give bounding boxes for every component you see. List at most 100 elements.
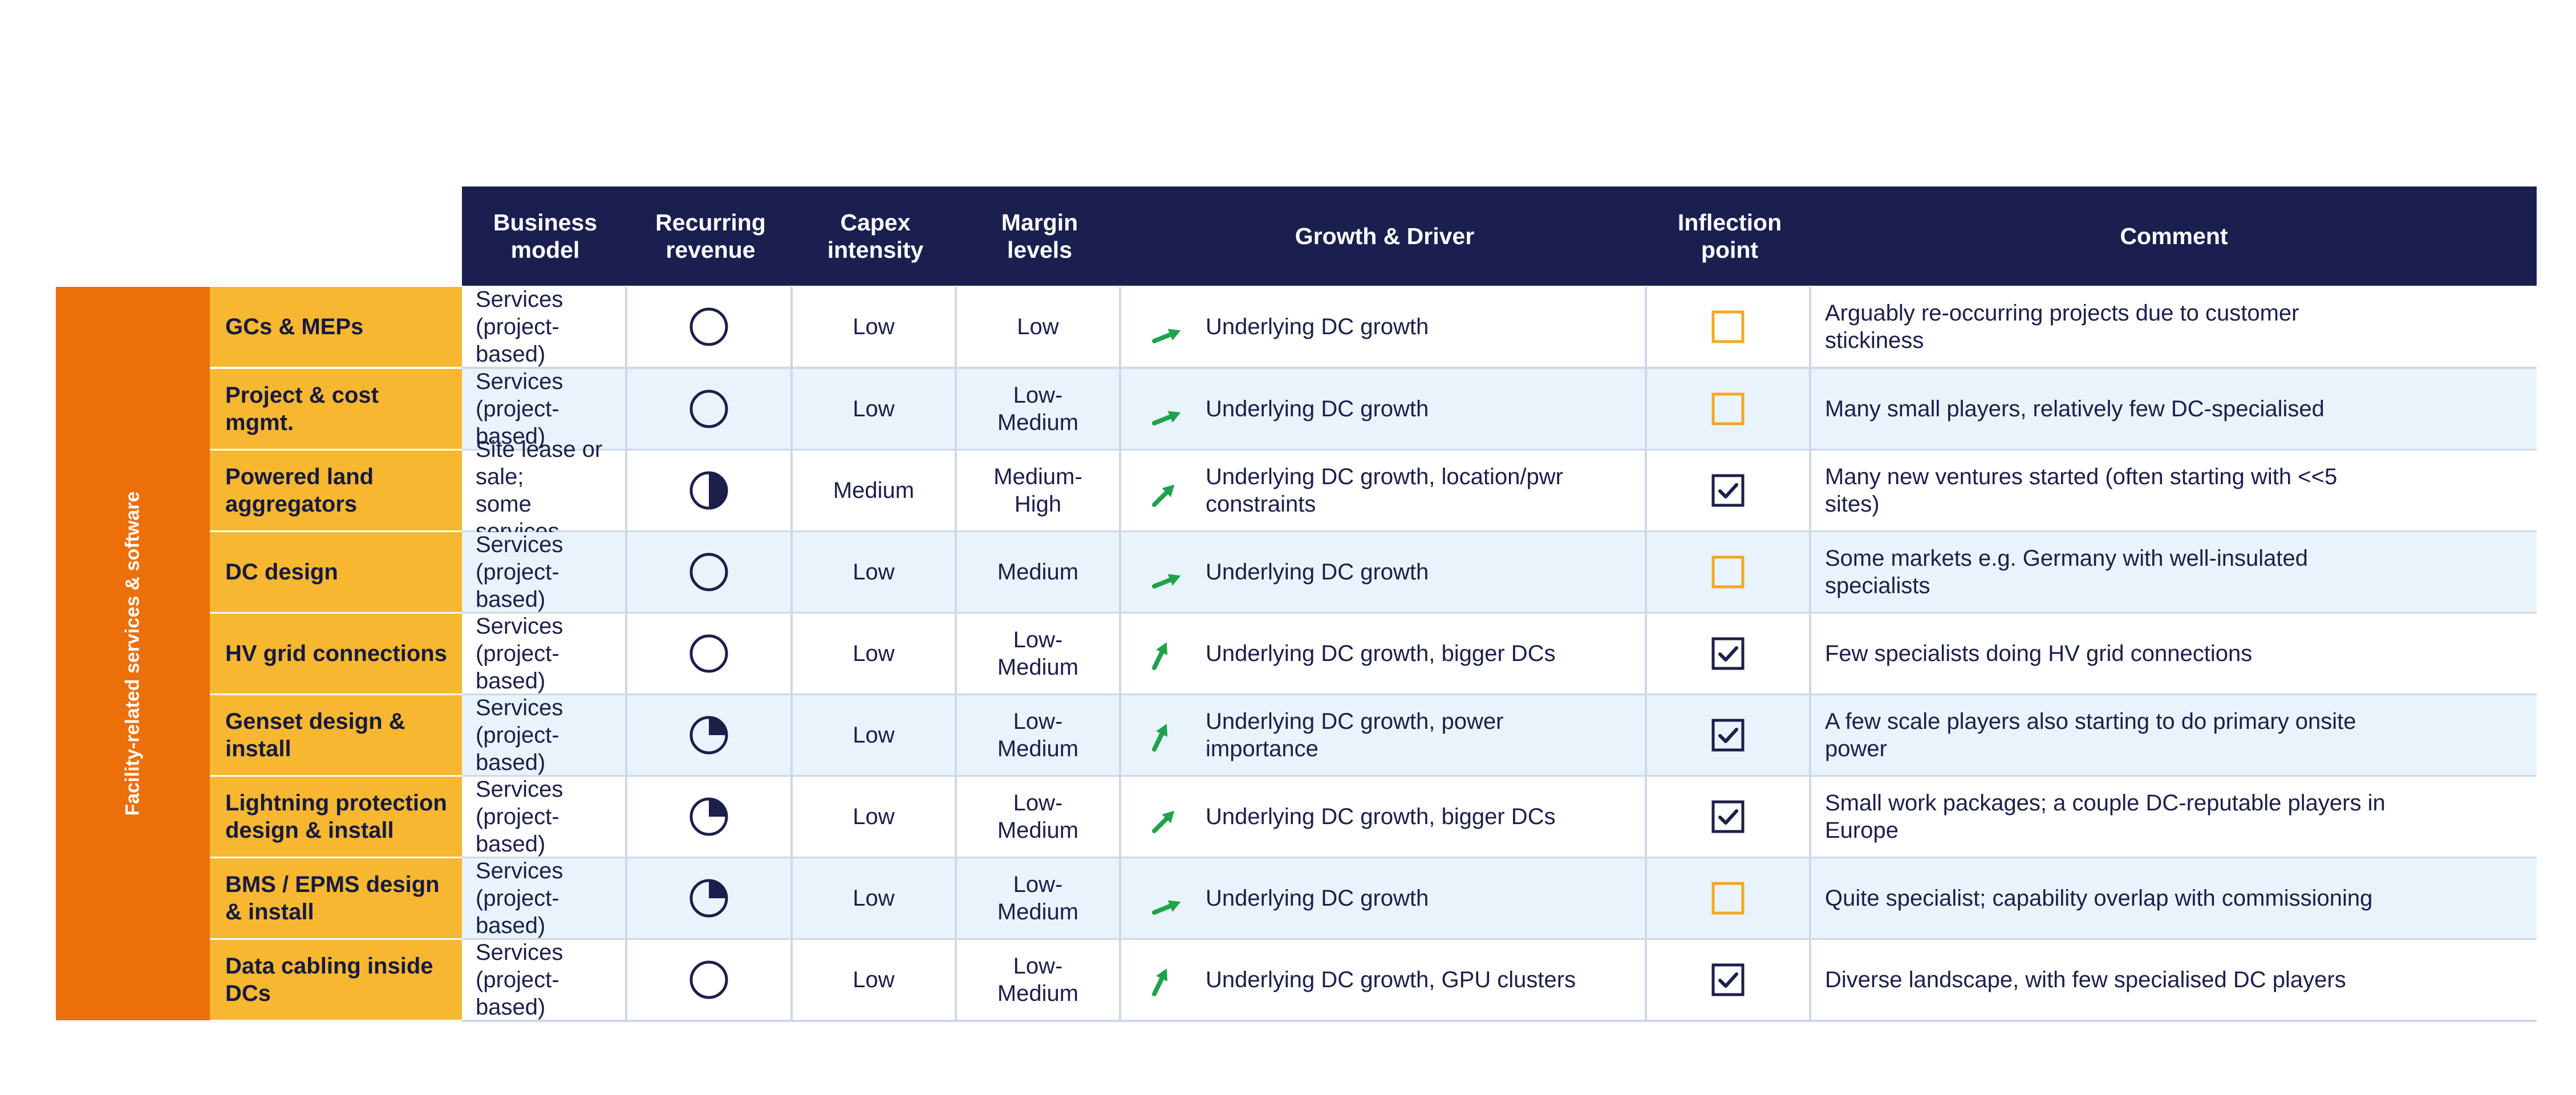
segment-name: Powered land aggregators — [210, 451, 462, 533]
empty-circle-icon — [689, 960, 728, 999]
segment-name: HV grid connections — [210, 614, 462, 696]
margin-levels-cell: Low- Medium — [957, 369, 1121, 451]
growth-driver-cell: Underlying DC growth — [1121, 369, 1647, 451]
table-row: DC design Services (project- based) Low Med… — [210, 532, 2537, 614]
capex-intensity-cell: Low — [793, 695, 957, 777]
table-row: Powered land aggregatorsSite lease or sa… — [210, 437, 2537, 544]
comment-cell: A few scale players also starting to do … — [1811, 695, 2537, 777]
comment-cell: Quite specialist; capability overlap wit… — [1811, 858, 2537, 940]
column-header-growth-driver: Growth & Driver — [1121, 186, 1648, 286]
segment-name: DC design — [210, 532, 462, 614]
column-header-inflection-point: Inflection point — [1647, 186, 1812, 286]
margin-levels-cell: Low- Medium — [957, 777, 1121, 859]
category-bar — [56, 287, 210, 1020]
business-model-cell: Services (project- based) — [462, 695, 627, 777]
column-header-business-model: Business model — [462, 186, 628, 286]
empty-circle-icon — [689, 553, 728, 591]
recurring-revenue-cell — [627, 777, 793, 859]
business-model-cell: Services (project- based) — [462, 287, 627, 369]
checked-box-icon — [1711, 800, 1745, 833]
half-filled-circle-icon — [689, 471, 728, 510]
comment-cell: Diverse landscape, with few specialised … — [1811, 940, 2537, 1022]
capex-intensity-cell: Low — [793, 858, 957, 940]
empty-circle-icon — [689, 634, 728, 673]
growth-driver-cell: Underlying DC growth, location/pwr const… — [1121, 451, 1647, 533]
growth-driver-text: Underlying DC growth — [1206, 886, 1429, 911]
column-header-margin-levels: Margin levels — [957, 186, 1122, 286]
business-model-cell: Services (project- based) — [462, 369, 627, 451]
growth-driver-text: Underlying DC growth, location/pwr const… — [1206, 464, 1563, 517]
segment-name: Lightning protection design & install — [210, 777, 462, 859]
growth-driver-text: Underlying DC growth — [1206, 314, 1429, 339]
recurring-revenue-cell — [627, 287, 793, 369]
growth-driver-text: Underlying DC growth, bigger DCs — [1206, 804, 1556, 829]
unchecked-box-icon — [1711, 555, 1745, 589]
table-row: BMS / EPMS design & install Services (pro… — [210, 858, 2537, 940]
inflection-point-cell — [1647, 532, 1811, 614]
margin-levels-cell: Low- Medium — [957, 940, 1121, 1022]
unchecked-box-icon — [1711, 882, 1745, 915]
margin-levels-cell: Low — [957, 287, 1121, 369]
recurring-revenue-cell — [627, 614, 793, 696]
comment-cell: Many new ventures started (often startin… — [1811, 451, 2537, 533]
inflection-point-cell — [1647, 614, 1811, 696]
growth-arrow-icon — [1152, 642, 1167, 670]
segment-name: Data cabling inside DCs — [210, 940, 462, 1022]
growth-arrow-icon — [1152, 484, 1175, 507]
comment-cell: Arguably re-occurring projects due to cu… — [1811, 287, 2537, 369]
growth-driver-cell: Underlying DC growth — [1121, 532, 1647, 614]
column-header-recurring-revenue: Recurring revenue — [627, 186, 794, 286]
growth-arrow-icon — [1152, 968, 1167, 996]
inflection-point-cell — [1647, 858, 1811, 940]
business-model-cell: Site lease or sale; some services — [462, 437, 627, 544]
checked-box-icon — [1711, 963, 1745, 996]
quarter-filled-circle-icon — [689, 879, 728, 918]
checked-box-icon — [1711, 637, 1745, 670]
business-model-cell: Services (project- based) — [462, 777, 627, 859]
unchecked-box-icon — [1711, 392, 1745, 425]
capex-intensity-cell: Low — [793, 777, 957, 859]
checked-box-icon — [1711, 474, 1745, 507]
margin-levels-cell: Low- Medium — [957, 858, 1121, 940]
business-model-cell: Services (project- based) — [462, 532, 627, 614]
growth-arrow-icon — [1152, 411, 1181, 425]
table-row: Genset design & install Services (project… — [210, 695, 2537, 777]
growth-driver-text: Underlying DC growth, GPU clusters — [1206, 967, 1576, 992]
business-model-cell: Services (project- based) — [462, 614, 627, 696]
segment-name: Genset design & install — [210, 695, 462, 777]
business-model-cell: Services (project- based) — [462, 858, 627, 940]
table-row: HV grid connections Services (project- ba… — [210, 614, 2537, 696]
growth-driver-text: Underlying DC growth, bigger DCs — [1206, 641, 1556, 666]
segment-name: GCs & MEPs — [210, 287, 462, 369]
recurring-revenue-cell — [627, 532, 793, 614]
comment-cell: Some markets e.g. Germany with well-insu… — [1811, 532, 2537, 614]
growth-arrow-icon — [1152, 574, 1181, 589]
margin-levels-cell: Medium — [957, 532, 1121, 614]
comment-cell: Many small players, relatively few DC-sp… — [1811, 369, 2537, 451]
capex-intensity-cell: Medium — [793, 451, 957, 533]
growth-driver-cell: Underlying DC growth — [1121, 287, 1647, 369]
quarter-filled-circle-icon — [689, 797, 728, 836]
table-row: Data cabling inside DCs Services (project… — [210, 940, 2537, 1022]
growth-driver-text: Underlying DC growth — [1206, 396, 1429, 421]
segment-name: BMS / EPMS design & install — [210, 858, 462, 940]
category-label: Facility-related services & software — [121, 491, 144, 816]
growth-driver-cell: Underlying DC growth, GPU clusters — [1121, 940, 1647, 1022]
growth-driver-cell: Underlying DC growth — [1121, 858, 1647, 940]
capex-intensity-cell: Low — [793, 940, 957, 1022]
growth-driver-cell: Underlying DC growth, bigger DCs — [1121, 614, 1647, 696]
recurring-revenue-cell — [627, 940, 793, 1022]
column-header-capex-intensity: Capex intensity — [793, 186, 958, 286]
inflection-point-cell — [1647, 695, 1811, 777]
capex-intensity-cell: Low — [793, 369, 957, 451]
comment-cell: Small work packages; a couple DC-reputab… — [1811, 777, 2537, 859]
margin-levels-cell: Medium- High — [957, 451, 1121, 533]
quarter-filled-circle-icon — [689, 716, 728, 755]
capex-intensity-cell: Low — [793, 614, 957, 696]
recurring-revenue-cell — [627, 451, 793, 533]
growth-driver-cell: Underlying DC growth, bigger DCs — [1121, 777, 1647, 859]
empty-circle-icon — [689, 307, 728, 346]
empty-circle-icon — [689, 390, 728, 428]
growth-driver-text: Underlying DC growth — [1206, 559, 1429, 585]
